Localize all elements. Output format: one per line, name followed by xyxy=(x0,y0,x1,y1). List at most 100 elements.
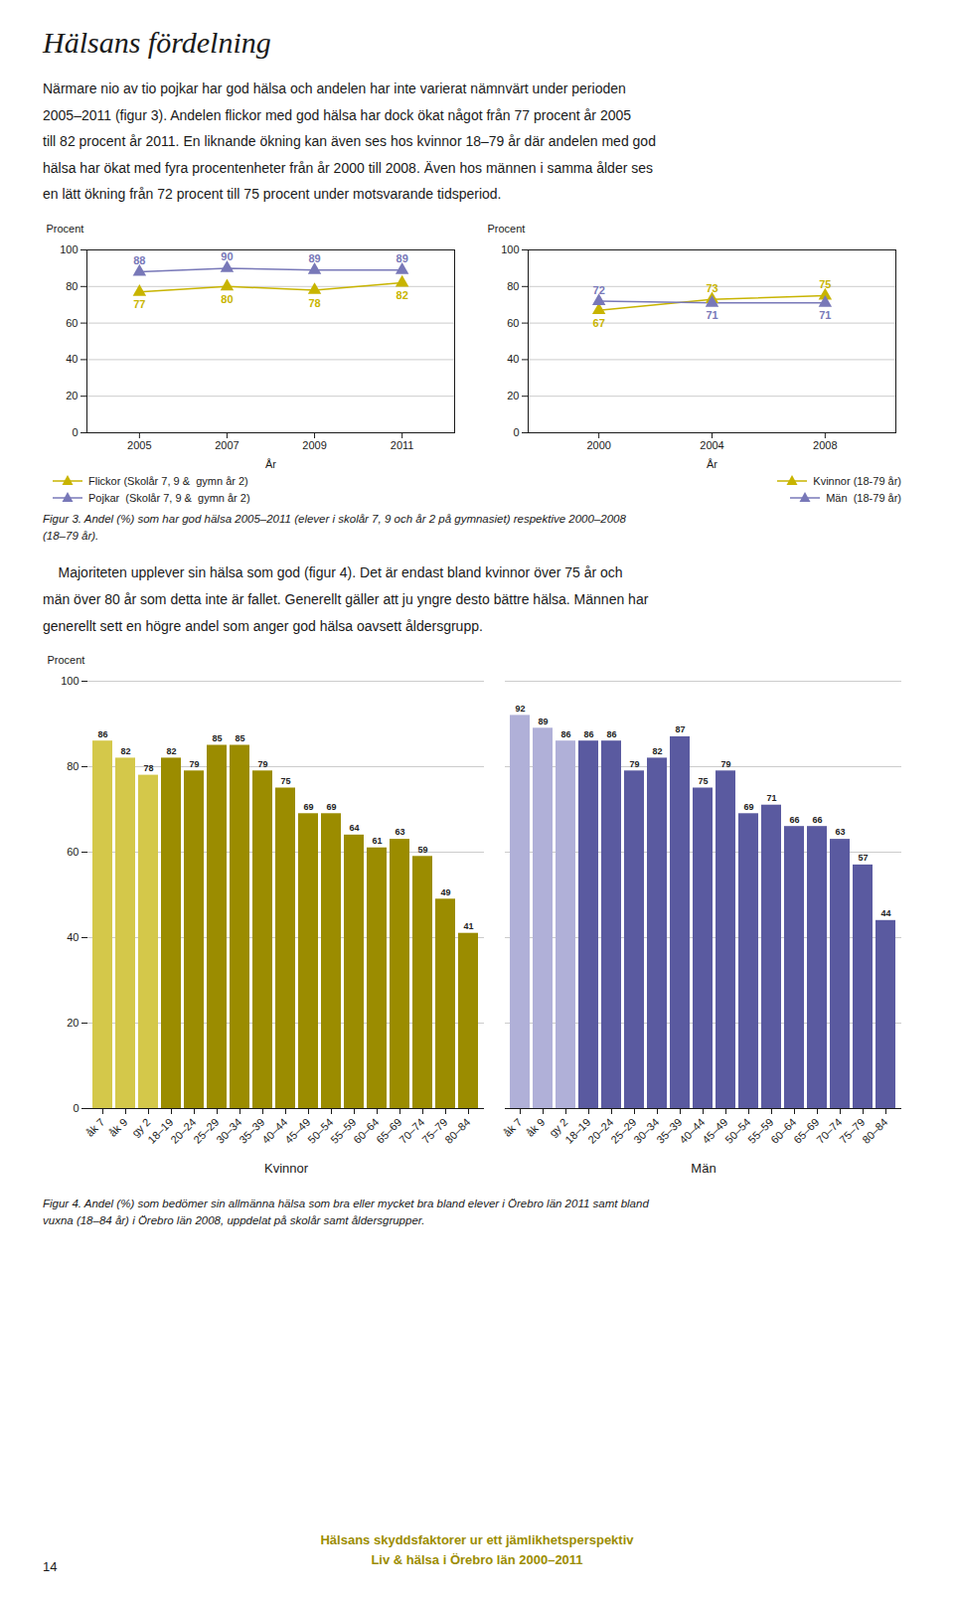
svg-text:2000: 2000 xyxy=(586,439,611,452)
svg-text:åk 7: åk 7 xyxy=(83,1115,107,1139)
svg-text:0: 0 xyxy=(512,426,519,439)
svg-text:63: 63 xyxy=(834,827,845,838)
svg-text:100: 100 xyxy=(60,674,79,687)
svg-text:2011: 2011 xyxy=(390,439,415,452)
svg-text:66: 66 xyxy=(811,814,822,825)
svg-text:80: 80 xyxy=(65,280,78,293)
svg-text:40: 40 xyxy=(65,352,78,365)
svg-text:60: 60 xyxy=(506,317,519,329)
svg-text:80–84: 80–84 xyxy=(859,1115,890,1146)
svg-text:64: 64 xyxy=(348,822,359,833)
svg-text:86: 86 xyxy=(583,729,594,740)
svg-text:67: 67 xyxy=(593,317,606,329)
svg-text:82: 82 xyxy=(396,289,409,302)
svg-text:86: 86 xyxy=(606,729,617,740)
svg-text:86: 86 xyxy=(560,729,571,740)
svg-text:80: 80 xyxy=(506,280,519,293)
svg-text:59: 59 xyxy=(417,844,428,855)
svg-text:63: 63 xyxy=(394,827,405,838)
svg-text:40: 40 xyxy=(66,931,79,944)
svg-text:20: 20 xyxy=(506,389,519,402)
svg-text:69: 69 xyxy=(743,801,754,812)
svg-text:92: 92 xyxy=(514,703,525,714)
svg-text:88: 88 xyxy=(133,254,146,267)
svg-text:78: 78 xyxy=(308,296,320,309)
svg-text:30–34: 30–34 xyxy=(213,1115,244,1146)
svg-text:77: 77 xyxy=(133,298,146,311)
html-text:Närmare nio av tio pojkar har: Närmare nio av tio pojkar har god hälsa … xyxy=(42,80,656,203)
svg-text:75: 75 xyxy=(697,776,708,787)
svg-text:åk 9: åk 9 xyxy=(523,1115,547,1139)
svg-text:2007: 2007 xyxy=(214,439,239,452)
svg-text:49: 49 xyxy=(440,887,451,898)
svg-text:åk 9: åk 9 xyxy=(106,1115,130,1139)
svg-text:80–84: 80–84 xyxy=(442,1115,473,1146)
svg-text:89: 89 xyxy=(537,716,548,727)
svg-text:Män: Män xyxy=(690,1160,716,1176)
svg-text:Procent: Procent xyxy=(487,222,526,235)
svg-text:44: 44 xyxy=(880,908,891,919)
svg-text:55–59: 55–59 xyxy=(328,1115,359,1146)
svg-text:18–19: 18–19 xyxy=(145,1115,176,1146)
svg-text:2009: 2009 xyxy=(302,439,326,452)
svg-text:År: År xyxy=(265,457,277,470)
svg-text:100: 100 xyxy=(500,243,519,256)
svg-text:0: 0 xyxy=(71,426,78,439)
svg-text:73: 73 xyxy=(705,282,718,295)
svg-text:90: 90 xyxy=(220,250,233,263)
svg-text:57: 57 xyxy=(857,852,868,863)
svg-text:85: 85 xyxy=(211,733,222,744)
svg-text:åk 7: åk 7 xyxy=(500,1115,524,1139)
html-text:Hälsans fördelning: Hälsans fördelning xyxy=(42,25,271,59)
svg-text:65–69: 65–69 xyxy=(373,1115,404,1146)
svg-text:82: 82 xyxy=(120,746,131,757)
svg-text:82: 82 xyxy=(165,746,176,757)
svg-text:79: 79 xyxy=(720,759,731,770)
svg-text:80: 80 xyxy=(66,760,79,773)
svg-text:89: 89 xyxy=(308,252,320,265)
svg-text:20–24: 20–24 xyxy=(168,1115,199,1146)
svg-text:71: 71 xyxy=(705,309,718,321)
svg-text:82: 82 xyxy=(651,746,662,757)
svg-text:72: 72 xyxy=(593,284,606,297)
svg-text:0: 0 xyxy=(72,1102,79,1114)
html-text:Majoriteten upplever sin hälsa: Majoriteten upplever sin hälsa som god (… xyxy=(42,564,649,634)
svg-text:61: 61 xyxy=(371,835,382,846)
svg-text:60: 60 xyxy=(65,317,78,329)
svg-text:Procent: Procent xyxy=(46,222,85,235)
svg-text:71: 71 xyxy=(766,793,777,803)
svg-text:79: 79 xyxy=(257,759,268,770)
svg-text:Procent: Procent xyxy=(47,653,86,666)
svg-text:2005: 2005 xyxy=(127,439,152,452)
svg-text:50–54: 50–54 xyxy=(305,1115,336,1146)
svg-text:45–49: 45–49 xyxy=(282,1115,313,1146)
svg-text:40: 40 xyxy=(506,352,519,365)
svg-text:89: 89 xyxy=(396,252,409,265)
svg-text:2008: 2008 xyxy=(812,439,837,452)
svg-text:75: 75 xyxy=(818,278,831,291)
svg-text:79: 79 xyxy=(629,759,639,770)
svg-text:35–39: 35–39 xyxy=(236,1115,267,1146)
svg-text:41: 41 xyxy=(463,921,474,932)
svg-text:69: 69 xyxy=(303,801,314,812)
svg-text:2004: 2004 xyxy=(699,439,724,452)
svg-text:87: 87 xyxy=(674,724,685,735)
svg-text:År: År xyxy=(706,457,718,470)
svg-text:Kvinnor: Kvinnor xyxy=(264,1160,310,1176)
svg-text:75: 75 xyxy=(280,776,291,787)
svg-text:25–29: 25–29 xyxy=(191,1115,222,1146)
svg-text:85: 85 xyxy=(234,733,245,744)
svg-text:20: 20 xyxy=(66,1016,79,1029)
svg-text:71: 71 xyxy=(818,309,831,321)
svg-text:60–64: 60–64 xyxy=(351,1115,382,1146)
svg-text:66: 66 xyxy=(789,814,799,825)
svg-text:40–44: 40–44 xyxy=(259,1115,290,1146)
svg-text:78: 78 xyxy=(143,763,154,774)
svg-text:80: 80 xyxy=(220,293,233,306)
svg-text:86: 86 xyxy=(97,729,108,740)
svg-text:20: 20 xyxy=(65,389,78,402)
svg-text:79: 79 xyxy=(188,759,199,770)
svg-text:60: 60 xyxy=(66,845,79,858)
svg-text:100: 100 xyxy=(59,243,78,256)
svg-text:69: 69 xyxy=(325,801,336,812)
